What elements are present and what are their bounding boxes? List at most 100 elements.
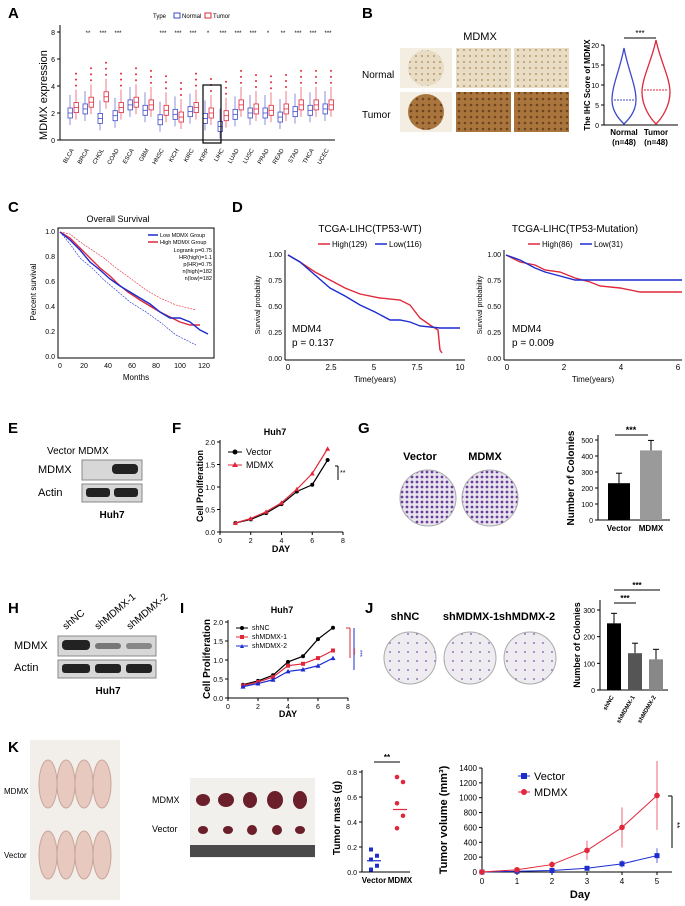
a-xtick: COAD [107, 147, 121, 166]
a-legend-tumor: Tumor [213, 14, 230, 20]
a-sig: *** [234, 31, 242, 37]
a-ylabel: MDMX expression [38, 50, 50, 140]
g-dish-vector [399, 469, 457, 527]
point-MDMX [309, 471, 315, 476]
k-mass-ytick: 0.4 [347, 820, 357, 827]
panel-label-b: B [362, 5, 373, 22]
a-xtick: BLCA [63, 148, 76, 165]
b-ylabel: The IHC Score of MDMX [583, 39, 592, 131]
ytick: 300 [583, 608, 595, 615]
a-outlier [135, 73, 137, 76]
dr-title: TCGA-LIHC(TP53-Mutation) [512, 224, 638, 235]
a-outlier [75, 78, 77, 81]
k-vol-ytick: 0 [473, 868, 478, 877]
a-outlier [150, 75, 152, 78]
dr-ytick: 1.00 [487, 252, 501, 259]
a-outlier [195, 72, 197, 75]
f-ylabel: Cell Proliferation [195, 450, 205, 522]
km-c: Overall Survival Percent survival Months… [29, 214, 215, 382]
a-xtick: LIHC [214, 147, 226, 162]
panel-label-g: G [358, 420, 370, 437]
point-MDMX [325, 446, 331, 451]
c-xtick: 0 [58, 363, 62, 370]
tumors-photo [190, 778, 315, 858]
point-MDMX [248, 516, 254, 521]
line-f: Huh7 Cell Proliferation DAY 0 2 4 6 8 0.0 0.5 1… [195, 427, 346, 554]
a-outlier [180, 94, 182, 97]
a-ytick: 4 [51, 84, 55, 91]
bar-Vector [608, 483, 630, 520]
a-sig: *** [99, 31, 107, 37]
a-outlier [90, 79, 92, 82]
f-legend-vector: Vector [246, 447, 272, 457]
bar-shMDMX-1 [628, 653, 642, 690]
ihc-images [400, 48, 569, 132]
j-sig-2: *** [620, 594, 630, 603]
point-shNC [316, 637, 320, 642]
k-vol-point [584, 847, 590, 854]
panel-label-d: D [232, 199, 243, 216]
a-xtick: KIRC [183, 147, 196, 163]
a-outlier [75, 72, 77, 75]
k-vol-xtick: 3 [585, 877, 590, 886]
point-MDMX [294, 486, 300, 492]
xtick: 8 [341, 538, 345, 545]
k-mass-point [394, 800, 400, 806]
bar-MDMX [640, 450, 662, 520]
a-outlier [315, 69, 317, 72]
k-vol-xtick: 2 [550, 877, 555, 886]
c-stat: HR(high)=1.1 [179, 255, 212, 261]
a-outlier [315, 75, 317, 78]
violin-normal [611, 47, 637, 125]
k-vol-legend-vector: Vector [534, 771, 566, 783]
panel-label-c: C [8, 199, 19, 216]
b-ytick: 10 [591, 83, 599, 90]
a-xtick: BRCA [77, 148, 91, 165]
a-outlier [285, 85, 287, 88]
a-outlier [255, 85, 257, 88]
a-xtick: STAD [288, 147, 301, 164]
b-ytick: 15 [591, 63, 599, 70]
a-legend-title: Type [153, 14, 167, 20]
xlabel: MDMX [639, 524, 664, 533]
dr-ytick: 0.50 [487, 304, 501, 311]
k-vol-ytick: 400 [464, 838, 478, 847]
k-vol-line-Vector [481, 855, 658, 873]
dr-xtick: 0 [505, 363, 510, 372]
panel-label-a: A [8, 5, 19, 22]
a-ytick: 8 [51, 30, 55, 37]
a-sig: *** [219, 31, 227, 37]
a-xtick: UCEC [317, 147, 331, 165]
line-k-volume: Tumor volume (mm³) Day 0 200 400 600 800 1000… [438, 761, 681, 901]
k-mass-ytick: 0.2 [347, 845, 357, 852]
ytick: 0.0 [213, 696, 223, 703]
a-outlier [150, 69, 152, 72]
b-row-normal: Normal [362, 70, 394, 81]
a-outlier [285, 73, 287, 76]
c-xtick: 40 [104, 363, 112, 370]
ytick: 0.5 [205, 508, 215, 515]
f-xlabel: DAY [272, 544, 290, 554]
a-outlier [270, 87, 272, 90]
k-vol-ytick: 600 [464, 823, 478, 832]
ytick: 200 [583, 635, 595, 642]
a-outlier [330, 75, 332, 78]
ytick: 100 [583, 661, 595, 668]
a-sig: *** [159, 31, 167, 37]
c-ytick: 0.4 [45, 304, 55, 311]
k-vol-point [514, 866, 520, 873]
point-MDMX [279, 500, 284, 505]
dr-xtick: 6 [676, 363, 681, 372]
a-sig: * [267, 31, 270, 37]
k-vol-point [549, 868, 555, 874]
xlabel: shNC [603, 694, 616, 711]
c-stat: n(high)=182 [182, 269, 212, 275]
dr-ytick: 0.75 [487, 278, 501, 285]
b-n-normal: (n=48) [612, 138, 636, 147]
western-e [81, 459, 143, 503]
a-xtick: KIRP [199, 148, 211, 163]
ytick: 1.0 [213, 658, 223, 665]
b-x-tumor: Tumor [644, 128, 668, 137]
k-mass-point [400, 779, 406, 785]
